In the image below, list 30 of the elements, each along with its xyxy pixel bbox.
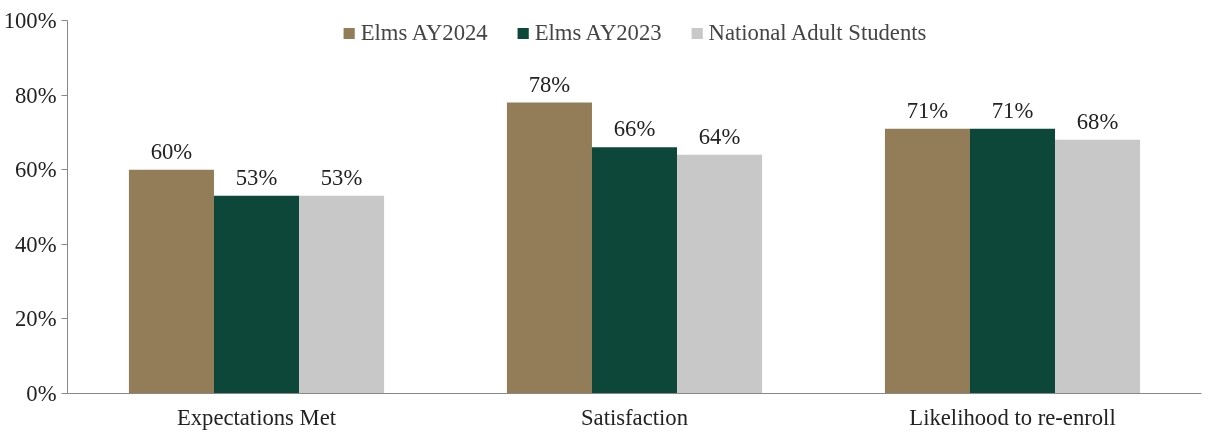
bar — [1055, 139, 1141, 394]
bar — [969, 128, 1056, 394]
data-label: 68% — [1076, 108, 1119, 134]
y-tick-label: 40% — [14, 231, 57, 257]
legend-label: Elms AY2024 — [360, 20, 488, 46]
data-label: 60% — [150, 138, 193, 164]
x-tick-label: Likelihood to re-enroll — [909, 404, 1116, 430]
bar — [677, 154, 763, 394]
bar — [128, 169, 214, 394]
bar — [299, 195, 385, 394]
x-tick-label: Satisfaction — [581, 404, 688, 430]
data-label: 53% — [320, 164, 363, 190]
bar — [506, 102, 592, 394]
y-tick-label: 60% — [14, 157, 57, 183]
bar — [884, 128, 970, 394]
data-label: 66% — [613, 116, 656, 142]
y-tick-label: 100% — [3, 8, 57, 33]
data-label: 53% — [235, 164, 278, 190]
data-label: 64% — [698, 123, 741, 149]
data-label: 71% — [906, 97, 949, 123]
bar — [213, 195, 300, 394]
legend-label: Elms AY2023 — [534, 20, 662, 46]
y-tick-label: 0% — [26, 381, 57, 406]
x-tick-label: Expectations Met — [176, 404, 337, 430]
legend-label: National Adult Students — [708, 20, 927, 46]
bar — [591, 147, 678, 394]
data-label: 78% — [528, 71, 571, 97]
y-tick-label: 80% — [14, 82, 57, 108]
data-label: 71% — [991, 97, 1034, 123]
y-tick-label: 20% — [14, 306, 57, 332]
